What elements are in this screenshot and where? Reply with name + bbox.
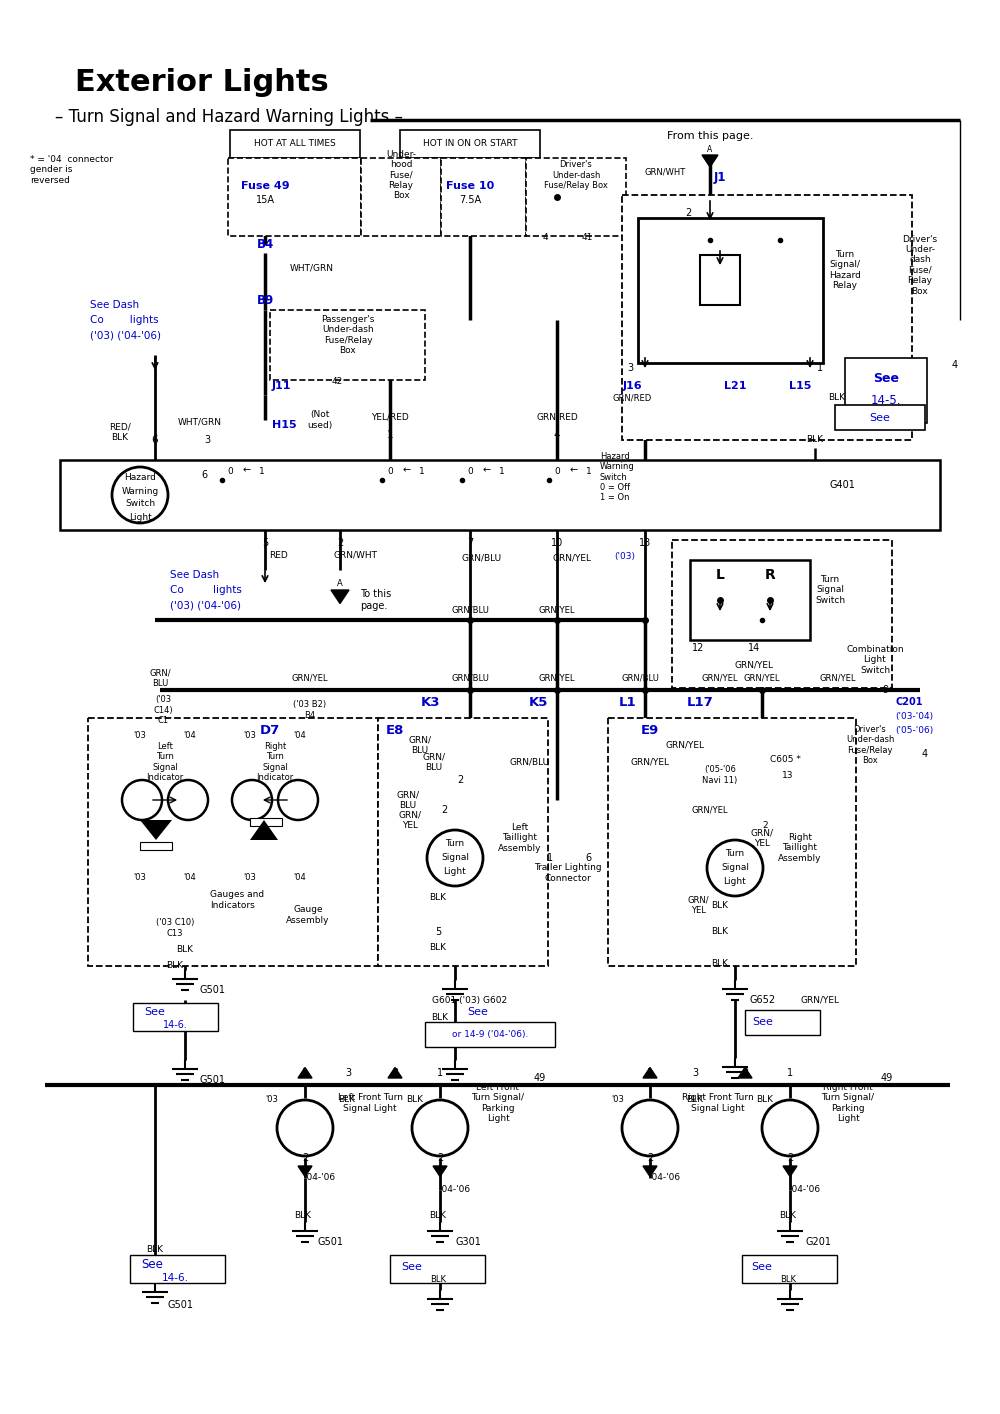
Text: L17: L17 <box>687 696 713 708</box>
Text: From this page.: From this page. <box>667 132 753 141</box>
Text: GRN/
BLU: GRN/ BLU <box>409 735 432 755</box>
Text: 1: 1 <box>419 468 425 477</box>
Circle shape <box>112 467 168 523</box>
Text: GRN/RED: GRN/RED <box>612 393 652 403</box>
Text: (Not
used): (Not used) <box>307 410 333 430</box>
Polygon shape <box>433 1167 447 1176</box>
Text: BLK: BLK <box>406 1096 424 1104</box>
Text: Fuse 10: Fuse 10 <box>446 181 494 191</box>
Text: '03: '03 <box>134 872 146 881</box>
Text: Co        lights: Co lights <box>90 315 159 325</box>
Text: 49: 49 <box>881 1073 893 1083</box>
Text: '04-'06: '04-'06 <box>304 1174 336 1182</box>
Text: L: L <box>716 568 724 583</box>
Text: Gauge
Assembly: Gauge Assembly <box>286 905 330 925</box>
Text: 7: 7 <box>467 537 473 549</box>
Text: GRN/YEL: GRN/YEL <box>631 758 670 766</box>
Text: 3: 3 <box>392 1068 398 1077</box>
Text: 1: 1 <box>787 1068 793 1077</box>
Text: GRN/BLU: GRN/BLU <box>510 758 550 766</box>
Text: GRN/
YEL: GRN/ YEL <box>750 829 774 848</box>
Text: 14-6.: 14-6. <box>163 1019 187 1029</box>
Text: 2: 2 <box>457 775 463 785</box>
Circle shape <box>168 781 208 820</box>
Text: HOT IN ON OR START: HOT IN ON OR START <box>423 140 517 148</box>
Text: BLK: BLK <box>430 1210 446 1219</box>
Text: Turn: Turn <box>445 839 465 847</box>
Text: Under-
hood
Fuse/
Relay
Box: Under- hood Fuse/ Relay Box <box>386 150 416 201</box>
Text: GRN/YEL: GRN/YEL <box>552 553 592 563</box>
Text: GRN/
BLU: GRN/ BLU <box>422 752 446 772</box>
Polygon shape <box>331 590 349 604</box>
Text: ('03) ('04-'06): ('03) ('04-'06) <box>90 329 161 339</box>
Bar <box>835 404 925 430</box>
Bar <box>133 1003 218 1031</box>
Bar <box>378 718 548 966</box>
Circle shape <box>277 1100 333 1157</box>
Text: 6: 6 <box>152 436 158 445</box>
Text: C605 *: C605 * <box>770 755 801 765</box>
Text: 0: 0 <box>467 468 473 477</box>
Bar <box>638 218 823 363</box>
Text: 1: 1 <box>647 1068 653 1077</box>
Text: '03: '03 <box>134 731 146 740</box>
Text: 2: 2 <box>787 1152 793 1162</box>
Text: BLK: BLK <box>828 393 845 403</box>
Text: Hazard: Hazard <box>124 474 156 482</box>
Text: '04: '04 <box>184 731 196 740</box>
Text: * = '04  connector
gender is
reversed: * = '04 connector gender is reversed <box>30 156 113 185</box>
Text: J1: J1 <box>714 171 726 184</box>
Text: B4: B4 <box>256 239 274 252</box>
Text: Signal: Signal <box>441 853 469 861</box>
Text: Driver's
Under-
dash
Fuse/
Relay
Box: Driver's Under- dash Fuse/ Relay Box <box>902 235 938 296</box>
Text: BLK: BLK <box>432 1014 448 1022</box>
Text: G501: G501 <box>200 986 226 995</box>
Text: 9: 9 <box>882 684 888 696</box>
Text: See: See <box>753 1017 773 1027</box>
Text: GRN/BLU: GRN/BLU <box>462 553 502 563</box>
Polygon shape <box>702 156 718 167</box>
Text: H15: H15 <box>272 420 297 430</box>
Text: GRN/BLU: GRN/BLU <box>451 673 489 683</box>
Text: See: See <box>402 1263 422 1273</box>
Bar <box>228 158 361 236</box>
Text: B9: B9 <box>256 294 274 307</box>
Circle shape <box>412 1100 468 1157</box>
Polygon shape <box>388 1068 402 1077</box>
Text: GRN/YEL: GRN/YEL <box>800 995 840 1004</box>
Text: J16: J16 <box>622 380 642 392</box>
Text: 14-5.: 14-5. <box>871 393 901 406</box>
Bar <box>745 1010 820 1035</box>
Text: BLK: BLK <box>294 1210 312 1219</box>
Text: Hazard
Warning
Switch
0 = Off
1 = On: Hazard Warning Switch 0 = Off 1 = On <box>600 451 635 502</box>
Text: Gauges and
Indicators: Gauges and Indicators <box>210 891 264 909</box>
Polygon shape <box>298 1068 312 1077</box>
Text: '04-'06: '04-'06 <box>789 1185 821 1195</box>
Text: 2: 2 <box>337 537 343 549</box>
Text: K3: K3 <box>420 696 440 708</box>
Text: See: See <box>873 372 899 385</box>
Text: See: See <box>870 413 890 423</box>
Text: BLK: BLK <box>430 943 446 953</box>
Text: Co         lights: Co lights <box>170 585 242 595</box>
Circle shape <box>707 840 763 896</box>
Text: GRN/WHT: GRN/WHT <box>645 167 686 177</box>
Text: See: See <box>468 1007 488 1017</box>
Text: Fuse 49: Fuse 49 <box>241 181 289 191</box>
Text: G601 ('03) G602: G601 ('03) G602 <box>432 995 508 1004</box>
Circle shape <box>427 830 483 887</box>
Text: 41: 41 <box>582 233 593 242</box>
Polygon shape <box>250 820 278 840</box>
Text: BLK: BLK <box>806 436 824 444</box>
Text: G501: G501 <box>200 1075 226 1085</box>
Text: A: A <box>337 578 343 587</box>
Text: GRN/BLU: GRN/BLU <box>451 605 489 615</box>
Text: GRN/RED: GRN/RED <box>536 413 578 421</box>
Circle shape <box>762 1100 818 1157</box>
Text: BLK: BLK <box>430 1275 446 1284</box>
Text: 0: 0 <box>227 468 233 477</box>
Text: BLK: BLK <box>686 1096 704 1104</box>
Text: ('03
C14)
C1: ('03 C14) C1 <box>153 696 173 725</box>
Text: 3: 3 <box>204 436 210 445</box>
Text: 5: 5 <box>435 928 441 937</box>
